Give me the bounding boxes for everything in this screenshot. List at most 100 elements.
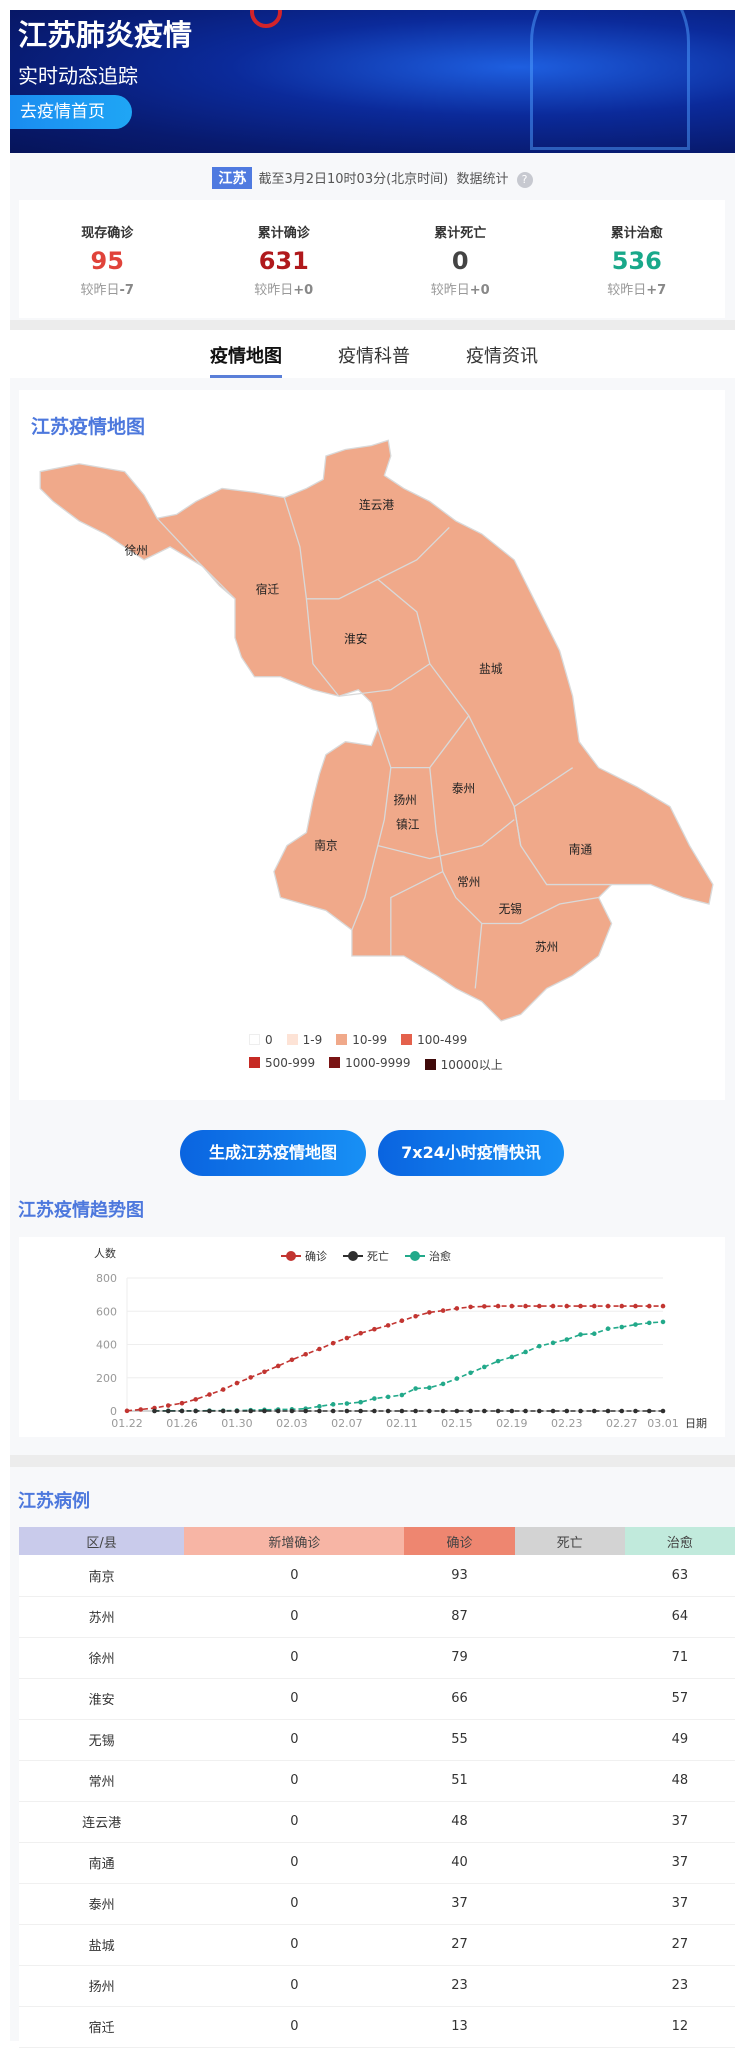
data-point[interactable]	[509, 1408, 515, 1414]
data-point[interactable]	[152, 1408, 157, 1414]
region-label[interactable]: 无锡	[499, 902, 523, 916]
legend-item[interactable]: 1000-9999	[329, 1056, 411, 1073]
data-point[interactable]	[317, 1408, 322, 1414]
data-point[interactable]	[165, 1408, 171, 1414]
data-point[interactable]	[372, 1396, 377, 1401]
data-point[interactable]	[605, 1303, 611, 1309]
data-point[interactable]	[413, 1408, 418, 1414]
region-label[interactable]: 淮安	[344, 632, 367, 646]
data-point[interactable]	[660, 1319, 666, 1325]
data-point[interactable]	[440, 1308, 446, 1313]
data-point[interactable]	[605, 1408, 611, 1414]
data-point[interactable]	[509, 1354, 515, 1360]
data-point[interactable]	[591, 1408, 597, 1414]
data-point[interactable]	[234, 1408, 240, 1414]
data-point[interactable]	[564, 1337, 570, 1342]
legend-item[interactable]: 100-499	[401, 1033, 467, 1047]
data-point[interactable]	[482, 1304, 487, 1309]
data-point[interactable]	[385, 1408, 391, 1414]
data-point[interactable]	[482, 1408, 487, 1414]
data-point[interactable]	[578, 1408, 583, 1414]
data-point[interactable]	[372, 1326, 377, 1332]
data-point[interactable]	[275, 1408, 281, 1414]
data-point[interactable]	[385, 1394, 391, 1400]
data-point[interactable]	[262, 1408, 267, 1414]
question-icon[interactable]: ?	[516, 172, 533, 188]
data-point[interactable]	[605, 1326, 611, 1332]
data-point[interactable]	[248, 1408, 253, 1414]
data-point[interactable]	[482, 1364, 487, 1370]
data-point[interactable]	[495, 1303, 501, 1309]
data-point[interactable]	[427, 1310, 432, 1315]
data-point[interactable]	[619, 1324, 625, 1330]
data-point[interactable]	[358, 1330, 363, 1336]
data-point[interactable]	[550, 1340, 556, 1346]
region-label[interactable]: 镇江	[396, 818, 420, 832]
data-point[interactable]	[660, 1303, 666, 1309]
data-point[interactable]	[399, 1318, 405, 1324]
data-point[interactable]	[564, 1303, 570, 1309]
data-point[interactable]	[289, 1408, 295, 1414]
generate-map-button[interactable]: 生成江苏疫情地图	[180, 1130, 366, 1176]
data-point[interactable]	[468, 1370, 473, 1376]
home-button[interactable]: 去疫情首页	[10, 95, 132, 129]
data-point[interactable]	[578, 1303, 583, 1309]
data-point[interactable]	[619, 1303, 625, 1309]
legend-item[interactable]: 10-99	[336, 1033, 387, 1047]
tab-news[interactable]: 疫情资讯	[466, 346, 538, 367]
data-point[interactable]	[633, 1303, 638, 1309]
data-point[interactable]	[220, 1387, 226, 1392]
data-point[interactable]	[578, 1332, 583, 1337]
data-point[interactable]	[660, 1408, 666, 1414]
legend-item[interactable]: 1-9	[286, 1033, 322, 1047]
data-point[interactable]	[344, 1408, 350, 1414]
data-point[interactable]	[275, 1363, 281, 1369]
data-point[interactable]	[523, 1408, 528, 1414]
data-point[interactable]	[427, 1408, 432, 1414]
data-point[interactable]	[495, 1408, 501, 1414]
column-header[interactable]: 确诊	[404, 1527, 515, 1555]
tab-map[interactable]: 疫情地图	[210, 342, 282, 378]
region-label[interactable]: 扬州	[393, 793, 416, 807]
data-point[interactable]	[344, 1335, 350, 1341]
region-label[interactable]: 南京	[314, 838, 337, 852]
data-point[interactable]	[303, 1352, 308, 1357]
data-point[interactable]	[399, 1408, 405, 1414]
data-point[interactable]	[440, 1408, 446, 1414]
region-label[interactable]: 常州	[457, 875, 480, 889]
region-label[interactable]: 连云港	[359, 498, 394, 512]
data-point[interactable]	[317, 1346, 322, 1352]
data-point[interactable]	[165, 1403, 171, 1408]
data-point[interactable]	[358, 1408, 363, 1414]
data-point[interactable]	[220, 1408, 226, 1414]
data-point[interactable]	[537, 1303, 542, 1309]
legend-item[interactable]: 10000以上	[424, 1056, 503, 1073]
data-point[interactable]	[537, 1408, 542, 1414]
data-point[interactable]	[427, 1385, 432, 1391]
data-point[interactable]	[358, 1399, 363, 1405]
data-point[interactable]	[179, 1408, 185, 1414]
data-point[interactable]	[193, 1397, 199, 1402]
data-point[interactable]	[179, 1400, 185, 1406]
data-point[interactable]	[289, 1357, 295, 1363]
data-point[interactable]	[454, 1306, 460, 1311]
data-point[interactable]	[591, 1303, 597, 1309]
data-point[interactable]	[124, 1408, 130, 1414]
data-point[interactable]	[591, 1331, 597, 1336]
data-point[interactable]	[509, 1303, 515, 1309]
data-point[interactable]	[234, 1380, 240, 1386]
region-label[interactable]: 宿迁	[256, 583, 280, 597]
legend-item[interactable]: 0	[249, 1033, 273, 1047]
column-header[interactable]: 区/县	[19, 1527, 185, 1555]
data-point[interactable]	[646, 1303, 652, 1309]
column-header[interactable]: 死亡	[514, 1527, 625, 1555]
data-point[interactable]	[454, 1376, 460, 1381]
region-label[interactable]: 苏州	[535, 940, 558, 954]
region-label[interactable]: 盐城	[479, 662, 503, 676]
column-header[interactable]: 治愈	[624, 1527, 735, 1555]
data-point[interactable]	[330, 1340, 336, 1346]
data-point[interactable]	[330, 1408, 336, 1414]
data-point[interactable]	[523, 1303, 528, 1309]
region-label[interactable]: 徐州	[125, 544, 148, 558]
data-point[interactable]	[303, 1408, 308, 1414]
